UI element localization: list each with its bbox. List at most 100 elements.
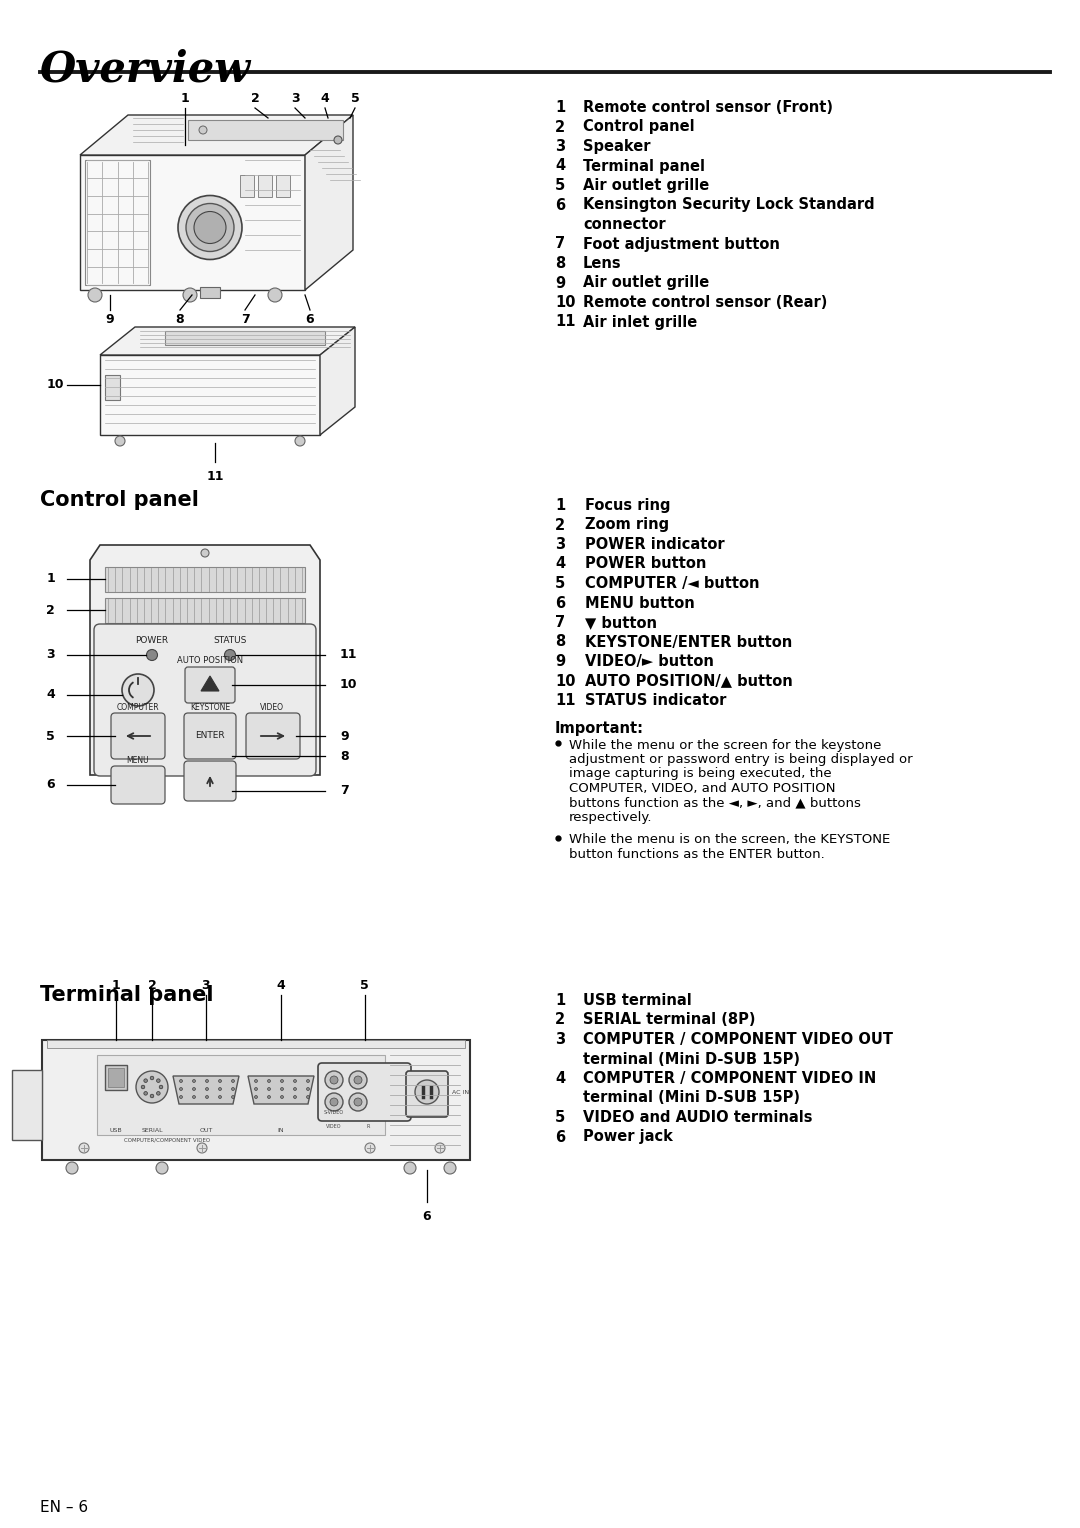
Polygon shape <box>173 1076 239 1105</box>
Polygon shape <box>100 327 355 354</box>
Circle shape <box>268 287 282 303</box>
Text: 2: 2 <box>555 1013 565 1027</box>
Polygon shape <box>200 287 220 298</box>
FancyBboxPatch shape <box>406 1071 448 1117</box>
Circle shape <box>79 1143 89 1154</box>
Circle shape <box>349 1071 367 1089</box>
Text: COMPUTER / COMPONENT VIDEO IN: COMPUTER / COMPONENT VIDEO IN <box>583 1071 876 1086</box>
Text: 3: 3 <box>555 1031 565 1047</box>
Text: 2: 2 <box>251 92 259 105</box>
Text: 7: 7 <box>555 237 565 252</box>
Circle shape <box>179 1088 183 1091</box>
Text: 7: 7 <box>241 313 249 325</box>
Text: 2: 2 <box>148 979 157 992</box>
Polygon shape <box>90 545 320 775</box>
Polygon shape <box>248 1076 314 1105</box>
Circle shape <box>144 1091 148 1096</box>
Text: 1: 1 <box>46 573 55 585</box>
Circle shape <box>255 1096 257 1099</box>
Polygon shape <box>165 332 325 345</box>
Text: 2: 2 <box>555 119 565 134</box>
Text: 8: 8 <box>340 750 349 762</box>
Text: 6: 6 <box>306 313 314 325</box>
Text: Zoom ring: Zoom ring <box>585 518 670 532</box>
Text: 4: 4 <box>46 689 55 701</box>
Circle shape <box>307 1096 310 1099</box>
Text: 8: 8 <box>176 313 185 325</box>
Circle shape <box>330 1076 338 1083</box>
Polygon shape <box>188 121 343 141</box>
Text: MENU button: MENU button <box>585 596 694 611</box>
Circle shape <box>114 435 125 446</box>
Circle shape <box>144 1079 148 1082</box>
Circle shape <box>156 1161 168 1174</box>
Polygon shape <box>12 1070 42 1140</box>
Text: 10: 10 <box>46 379 64 391</box>
Circle shape <box>307 1088 310 1091</box>
Text: 4: 4 <box>555 1071 565 1086</box>
Circle shape <box>354 1076 362 1083</box>
Circle shape <box>268 1096 270 1099</box>
Text: Control panel: Control panel <box>40 490 199 510</box>
Circle shape <box>365 1143 375 1154</box>
Circle shape <box>199 125 207 134</box>
Text: 2: 2 <box>46 604 55 616</box>
Text: Overview: Overview <box>40 47 252 90</box>
Circle shape <box>294 1088 297 1091</box>
Circle shape <box>201 549 210 558</box>
Text: COMPUTER/COMPONENT VIDEO: COMPUTER/COMPONENT VIDEO <box>124 1137 211 1141</box>
Circle shape <box>150 1076 153 1080</box>
Polygon shape <box>108 1068 124 1086</box>
Text: POWER: POWER <box>135 636 168 645</box>
Circle shape <box>150 1094 153 1097</box>
Circle shape <box>205 1096 208 1099</box>
Circle shape <box>66 1161 78 1174</box>
Text: terminal (Mini D-SUB 15P): terminal (Mini D-SUB 15P) <box>583 1091 800 1105</box>
Text: Speaker: Speaker <box>583 139 650 154</box>
Polygon shape <box>105 597 305 623</box>
FancyBboxPatch shape <box>111 714 165 759</box>
Polygon shape <box>97 1054 384 1135</box>
Text: 8: 8 <box>555 634 565 649</box>
Text: 1: 1 <box>111 979 120 992</box>
Text: Terminal panel: Terminal panel <box>583 159 705 174</box>
Text: connector: connector <box>583 217 665 232</box>
Circle shape <box>294 1096 297 1099</box>
Text: IN: IN <box>278 1128 284 1132</box>
Text: OUT: OUT <box>200 1128 213 1132</box>
Text: KEYSTONE/ENTER button: KEYSTONE/ENTER button <box>585 634 793 649</box>
Text: AUTO POSITION/▲ button: AUTO POSITION/▲ button <box>585 674 793 689</box>
Text: 10: 10 <box>555 295 576 310</box>
Text: 4: 4 <box>321 92 329 105</box>
Text: 5: 5 <box>360 979 369 992</box>
Text: 11: 11 <box>555 315 576 330</box>
Circle shape <box>268 1079 270 1082</box>
Text: 1: 1 <box>555 993 565 1008</box>
Text: USB: USB <box>110 1128 122 1132</box>
Circle shape <box>294 1079 297 1082</box>
Circle shape <box>295 435 305 446</box>
Text: button functions as the ENTER button.: button functions as the ENTER button. <box>569 848 825 860</box>
Text: Remote control sensor (Front): Remote control sensor (Front) <box>583 99 833 115</box>
Text: AUTO POSITION: AUTO POSITION <box>177 656 243 665</box>
Circle shape <box>218 1096 221 1099</box>
Text: 4: 4 <box>555 159 565 174</box>
Circle shape <box>194 211 226 243</box>
Text: 9: 9 <box>340 729 349 743</box>
Circle shape <box>415 1080 438 1105</box>
Polygon shape <box>42 1041 470 1160</box>
Text: 4: 4 <box>276 979 285 992</box>
Text: 10: 10 <box>555 674 576 689</box>
FancyBboxPatch shape <box>185 668 235 703</box>
Text: 11: 11 <box>206 471 224 483</box>
Circle shape <box>349 1093 367 1111</box>
Polygon shape <box>80 115 353 154</box>
Circle shape <box>179 1096 183 1099</box>
Text: 11: 11 <box>555 694 576 707</box>
Circle shape <box>255 1088 257 1091</box>
Text: KEYSTONE: KEYSTONE <box>190 703 230 712</box>
Text: COMPUTER /◄ button: COMPUTER /◄ button <box>585 576 759 591</box>
Text: 6: 6 <box>555 1129 565 1144</box>
Text: STATUS: STATUS <box>214 636 246 645</box>
Circle shape <box>218 1088 221 1091</box>
